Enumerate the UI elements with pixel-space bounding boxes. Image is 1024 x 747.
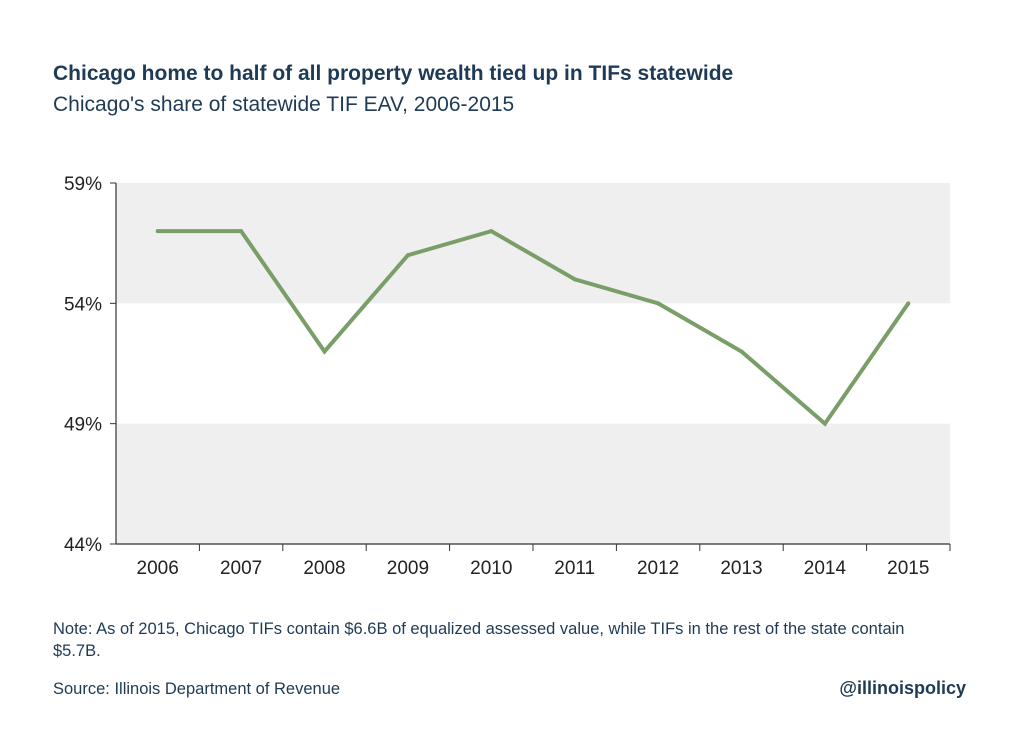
data-point bbox=[239, 229, 244, 234]
x-tick-label: 2006 bbox=[137, 558, 179, 579]
data-point bbox=[656, 301, 661, 306]
y-tick-label: 59% bbox=[64, 174, 102, 195]
data-point bbox=[322, 349, 327, 354]
data-point bbox=[739, 349, 744, 354]
x-tick-label: 2007 bbox=[220, 558, 262, 579]
x-tick-label: 2009 bbox=[387, 558, 429, 579]
data-point bbox=[906, 301, 911, 306]
data-point bbox=[572, 277, 577, 282]
data-point bbox=[489, 229, 494, 234]
chart-title: Chicago home to half of all property wea… bbox=[53, 62, 734, 85]
x-tick-label: 2012 bbox=[637, 558, 679, 579]
x-tick-label: 2011 bbox=[554, 558, 595, 579]
x-tick-label: 2015 bbox=[887, 558, 929, 579]
x-tick-label: 2010 bbox=[470, 558, 512, 579]
grid-band bbox=[116, 423, 950, 544]
y-tick-label: 44% bbox=[64, 535, 102, 556]
x-tick-label: 2014 bbox=[804, 558, 847, 579]
chart-subtitle: Chicago's share of statewide TIF EAV, 20… bbox=[53, 93, 515, 116]
series-line bbox=[157, 228, 910, 427]
data-point bbox=[822, 421, 827, 426]
grid-band bbox=[116, 183, 950, 304]
y-tick-label: 49% bbox=[64, 415, 102, 436]
chart-source: Source: Illinois Department of Revenue bbox=[53, 680, 341, 698]
x-tick-label: 2008 bbox=[303, 558, 345, 579]
brand-handle: @illinoispolicy bbox=[839, 678, 966, 698]
data-point bbox=[405, 253, 410, 258]
y-tick-label: 54% bbox=[64, 294, 102, 315]
data-point bbox=[155, 229, 160, 234]
chart-note: Note: As of 2015, Chicago TIFs contain $… bbox=[53, 620, 905, 660]
x-tick-label: 2013 bbox=[720, 558, 762, 579]
